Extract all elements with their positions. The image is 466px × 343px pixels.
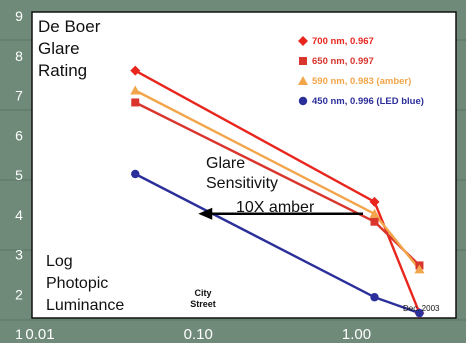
x-axis-label: Log Photopic Luminance — [46, 253, 124, 314]
data-point — [369, 196, 380, 207]
data-point — [298, 36, 308, 46]
legend-label: 590 nm, 0.983 (amber) — [312, 76, 411, 87]
y-tick-label: 3 — [15, 247, 23, 263]
date-label: Dec. 2003 — [403, 304, 440, 313]
legend: 700 nm, 0.967 650 nm, 0.997 590 nm, 0.983 … — [298, 36, 424, 107]
xlabel-line-3: Luminance — [46, 297, 124, 314]
y-tick-label: 2 — [15, 286, 23, 302]
street-line: Street — [190, 299, 216, 309]
sensitivity-arrow — [198, 207, 364, 220]
arrow-label: 10X amber — [236, 199, 315, 216]
y-tick-label: 1 — [15, 326, 23, 342]
xlabel-line-2: Photopic — [46, 275, 108, 292]
y-tick-label: 8 — [15, 48, 23, 64]
arrow-head — [198, 207, 213, 220]
data-point — [131, 98, 140, 107]
plot-area — [31, 11, 457, 319]
data-point — [414, 264, 425, 274]
y-tick-label: 4 — [15, 207, 23, 223]
data-point — [299, 57, 307, 65]
city-street-label: City Street — [190, 288, 216, 309]
city-line: City — [194, 288, 211, 298]
data-point — [131, 169, 140, 179]
data-point — [370, 293, 379, 302]
y-tick-label: 5 — [15, 167, 23, 183]
glare-sensitivity-annotation: Glare Sensitivity 10X amber — [206, 155, 315, 216]
legend-label: 450 nm, 0.996 (LED blue) — [312, 96, 424, 107]
data-point — [370, 217, 379, 226]
y-tick-label: 7 — [15, 88, 23, 104]
x-tick-label: 0.10 — [184, 326, 213, 343]
axis-ticks: 1 2 3 4 5 6 7 8 9 0.01 0.10 1.00 — [15, 8, 371, 343]
y-tick-label: 9 — [15, 8, 23, 24]
legend-label: 700 nm, 0.967 — [312, 36, 374, 47]
series-markers — [130, 65, 425, 319]
y-tick-label: 6 — [15, 127, 23, 143]
x-tick-label: 1.00 — [342, 326, 371, 343]
title-line-1: De Boer — [38, 17, 101, 36]
sensitivity-line-1: Glare — [206, 155, 245, 172]
legend-label: 650 nm, 0.997 — [312, 56, 374, 67]
data-point — [415, 308, 424, 318]
data-point — [130, 85, 141, 95]
title-line-2: Glare — [38, 39, 80, 58]
data-point — [369, 208, 380, 218]
data-point — [298, 76, 308, 85]
sensitivity-line-2: Sensitivity — [206, 175, 278, 192]
title-line-3: Rating — [38, 61, 87, 80]
data-point — [130, 65, 141, 76]
data-point — [298, 96, 308, 106]
chart-title: De Boer Glare Rating — [38, 17, 101, 80]
x-tick-label: 0.01 — [25, 326, 54, 343]
xlabel-line-1: Log — [46, 253, 73, 270]
